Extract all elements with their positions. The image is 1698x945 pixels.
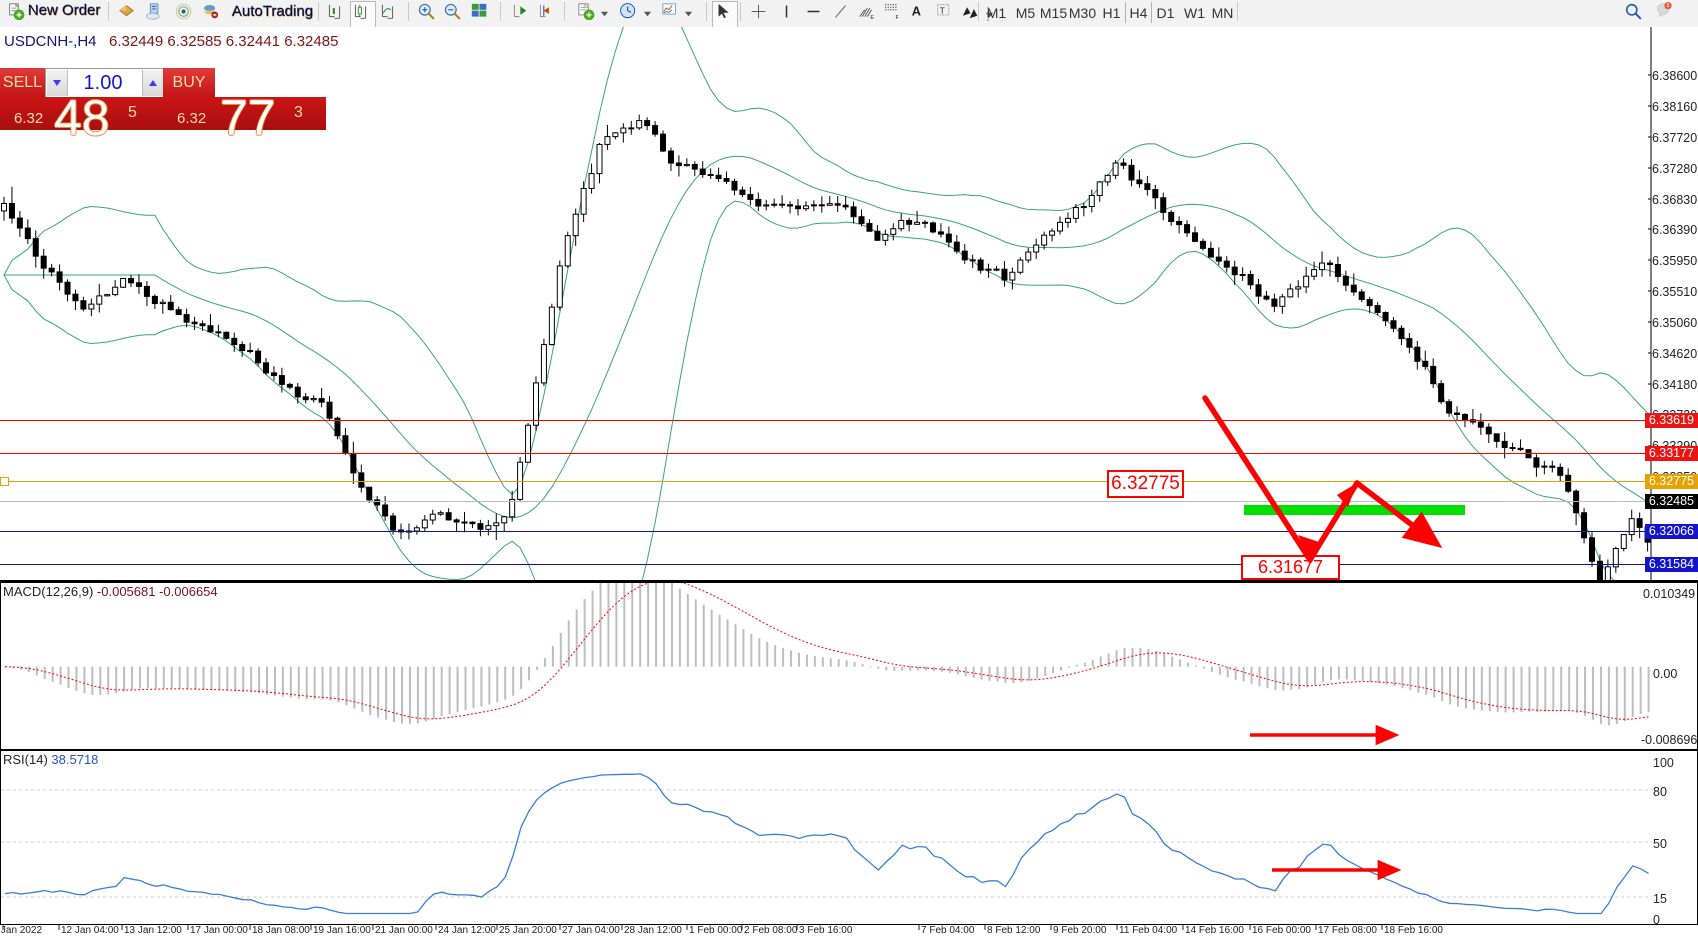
- svg-text:F: F: [895, 15, 899, 20]
- svg-text:1: 1: [1667, 3, 1670, 9]
- svg-text:T: T: [940, 6, 945, 16]
- svg-text:E: E: [870, 15, 874, 20]
- svg-text:A: A: [912, 4, 921, 19]
